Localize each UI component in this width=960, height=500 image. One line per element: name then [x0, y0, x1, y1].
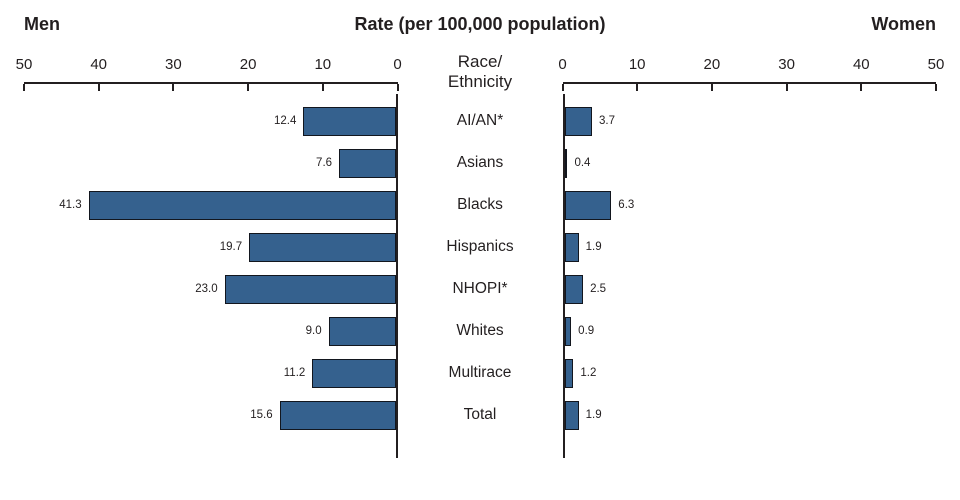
men-bar-row-whites: 9.0	[24, 310, 396, 352]
men-bar-row-multirace: 11.2	[24, 352, 396, 394]
right-axis-tick-label-20: 20	[703, 56, 721, 73]
women-bar-row-hispanics: 1.9	[564, 226, 937, 268]
right-axis: 0 10 20 30 40 50	[558, 54, 944, 94]
women-bar-ai-an	[564, 106, 592, 136]
men-bars-column: 12.4 7.6 41.3 19.7 23.0 9.0 11.2 15.6	[24, 94, 398, 458]
women-bar-row-total: 1.9	[564, 394, 937, 436]
women-bar-row-nhopi: 2.5	[564, 268, 937, 310]
men-bar-row-nhopi: 23.0	[24, 268, 396, 310]
left-axis-tick-label-20: 20	[239, 56, 257, 73]
women-bar-row-multirace: 1.2	[564, 352, 937, 394]
bars-zone: 12.4 7.6 41.3 19.7 23.0 9.0 11.2 15.6 AI/AN* Asi…	[24, 94, 936, 458]
category-label-hispanics: Hispanics	[446, 238, 514, 255]
left-axis-tick-label-40: 40	[90, 56, 108, 73]
women-bar-row-asians: 0.4	[564, 142, 937, 184]
women-value-label-nhopi: 2.5	[590, 283, 607, 295]
category-label-multirace: Multirace	[448, 364, 512, 381]
category-labels-column: AI/AN* Asians Blacks Hispanics NHOPI* Whites M…	[398, 94, 563, 458]
left-axis-tick-mark-10	[321, 84, 324, 91]
women-bar-hispanics	[564, 232, 579, 262]
men-bar-nhopi	[224, 274, 396, 304]
women-bar-row-blacks: 6.3	[564, 184, 937, 226]
men-bar-blacks	[88, 190, 396, 220]
right-axis-tick-mark-10	[636, 84, 639, 91]
left-axis-tick-mark-50	[23, 84, 25, 91]
left-axis-tick-label-0: 0	[393, 56, 402, 73]
chart-title: Rate (per 100,000 population)	[354, 14, 606, 34]
left-axis-line	[23, 82, 399, 93]
women-bar-whites	[564, 316, 572, 346]
men-bar-hispanics	[249, 232, 396, 262]
left-axis: 0 10 20 30 40 50	[16, 54, 402, 94]
right-axis-tick-label-50: 50	[927, 56, 945, 73]
women-bars-column: 3.7 0.4 6.3 1.9 2.5 0.9 1.2 1.9	[562, 94, 937, 458]
men-bar-multirace	[312, 358, 396, 388]
right-axis-tick-mark-40	[860, 84, 863, 91]
left-axis-tick-mark-0	[396, 84, 399, 91]
left-axis-tick-labels: 0 10 20 30 40 50	[16, 54, 402, 82]
women-value-label-blacks: 6.3	[618, 199, 635, 211]
category-label-whites: Whites	[456, 322, 504, 339]
women-value-label-asians: 0.4	[574, 157, 591, 169]
left-axis-tick-label-30: 30	[165, 56, 182, 73]
left-axis-tick-mark-20	[247, 84, 250, 91]
axis-zone: 0 10 20 30 40 50 Race/ Ethnicity 0 10 20 30 40 50	[16, 52, 944, 94]
category-label-asians: Asians	[456, 154, 504, 171]
men-bar-ai-an	[303, 106, 396, 136]
women-bar-nhopi	[564, 274, 584, 304]
men-bar-row-blacks: 41.3	[24, 184, 396, 226]
women-bar-asians	[564, 148, 568, 178]
women-value-label-hispanics: 1.9	[585, 241, 602, 253]
right-axis-tick-labels: 0 10 20 30 40 50	[558, 54, 944, 82]
men-header-label: Men	[24, 14, 60, 34]
men-value-label-nhopi: 23.0	[195, 283, 218, 295]
women-value-label-whites: 0.9	[578, 325, 595, 337]
women-bar-multirace	[564, 358, 574, 388]
left-axis-tick-label-50: 50	[15, 56, 33, 73]
men-bar-row-asians: 7.6	[24, 142, 396, 184]
race-ethnicity-line2: Ethnicity	[447, 72, 513, 91]
men-bar-row-ai-an: 12.4	[24, 100, 396, 142]
men-value-label-multirace: 11.2	[283, 367, 306, 379]
women-bar-total	[564, 400, 579, 430]
men-value-label-blacks: 41.3	[59, 199, 82, 211]
right-axis-tick-label-30: 30	[778, 56, 795, 73]
right-axis-tick-label-40: 40	[852, 56, 870, 73]
men-value-label-ai-an: 12.4	[273, 115, 297, 127]
women-header-label: Women	[871, 14, 936, 34]
left-axis-tick-mark-30	[172, 84, 175, 91]
right-axis-line	[561, 82, 937, 93]
men-bar-whites	[328, 316, 396, 346]
race-ethnicity-header: Race/ Ethnicity	[398, 52, 563, 92]
right-axis-tick-label-10: 10	[628, 56, 646, 73]
men-bar-row-total: 15.6	[24, 394, 396, 436]
men-bar-asians	[339, 148, 396, 178]
women-bar-row-whites: 0.9	[564, 310, 937, 352]
women-value-label-total: 1.9	[585, 409, 602, 421]
women-bar-row-ai-an: 3.7	[564, 100, 937, 142]
category-label-nhopi: NHOPI*	[452, 280, 508, 297]
women-value-label-ai-an: 3.7	[598, 115, 615, 127]
right-axis-tick-mark-50	[935, 84, 937, 91]
chart-header: Men Rate (per 100,000 population) Women	[24, 14, 936, 48]
men-value-label-total: 15.6	[250, 409, 273, 421]
race-ethnicity-line1: Race/	[457, 52, 503, 71]
category-label-total: Total	[463, 406, 497, 423]
right-axis-tick-mark-30	[785, 84, 788, 91]
left-axis-tick-mark-40	[97, 84, 100, 91]
women-value-label-multirace: 1.2	[580, 367, 597, 379]
men-value-label-whites: 9.0	[305, 325, 322, 337]
men-value-label-hispanics: 19.7	[219, 241, 243, 253]
category-label-blacks: Blacks	[457, 196, 503, 213]
right-axis-tick-mark-0	[561, 84, 564, 91]
left-axis-tick-label-10: 10	[314, 56, 332, 73]
right-axis-tick-label-0: 0	[558, 56, 567, 73]
men-value-label-asians: 7.6	[316, 157, 333, 169]
men-bar-row-hispanics: 19.7	[24, 226, 396, 268]
women-bar-blacks	[564, 190, 612, 220]
men-bar-total	[279, 400, 396, 430]
right-axis-tick-mark-20	[710, 84, 713, 91]
category-label-ai-an: AI/AN*	[456, 112, 504, 129]
